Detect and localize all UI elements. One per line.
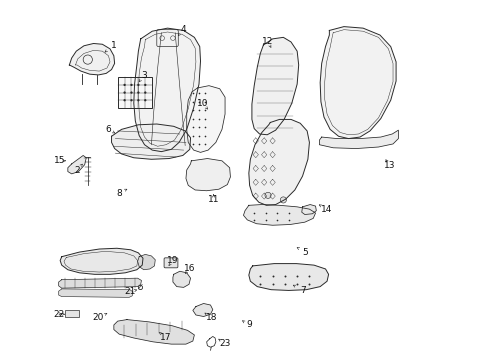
Polygon shape — [138, 255, 155, 270]
Polygon shape — [187, 86, 225, 152]
Polygon shape — [244, 204, 316, 225]
Text: 9: 9 — [246, 320, 252, 329]
Text: 15: 15 — [54, 156, 66, 165]
Circle shape — [144, 91, 147, 94]
Text: 19: 19 — [167, 256, 179, 265]
Circle shape — [130, 91, 133, 94]
Text: 7: 7 — [300, 286, 306, 295]
Polygon shape — [60, 248, 143, 274]
Polygon shape — [320, 27, 396, 139]
Polygon shape — [319, 130, 398, 149]
Text: 20: 20 — [93, 313, 104, 322]
Text: 16: 16 — [184, 265, 196, 274]
Text: 12: 12 — [262, 37, 274, 46]
Polygon shape — [68, 156, 86, 174]
Circle shape — [144, 84, 147, 86]
Text: 17: 17 — [159, 333, 171, 342]
Text: 18: 18 — [205, 313, 217, 322]
Text: 23: 23 — [220, 339, 231, 348]
Polygon shape — [252, 37, 299, 135]
Circle shape — [123, 91, 126, 94]
Text: 3: 3 — [142, 71, 147, 80]
Polygon shape — [114, 320, 195, 344]
Circle shape — [123, 84, 126, 86]
Text: 22: 22 — [53, 310, 64, 319]
Polygon shape — [59, 289, 133, 297]
Polygon shape — [70, 44, 115, 75]
Bar — [65, 310, 79, 317]
Circle shape — [123, 99, 126, 102]
Bar — [118, 77, 152, 108]
Text: 10: 10 — [197, 99, 209, 108]
Polygon shape — [186, 158, 230, 191]
Circle shape — [137, 99, 140, 102]
Text: 8: 8 — [116, 189, 122, 198]
Text: 11: 11 — [208, 195, 220, 204]
Polygon shape — [134, 28, 200, 152]
Text: 5: 5 — [303, 248, 309, 257]
Circle shape — [130, 84, 133, 86]
Text: 21: 21 — [124, 288, 136, 297]
Polygon shape — [249, 120, 309, 205]
Circle shape — [137, 84, 140, 86]
Polygon shape — [173, 271, 191, 287]
FancyBboxPatch shape — [164, 258, 178, 268]
Polygon shape — [249, 264, 329, 291]
Circle shape — [265, 192, 271, 198]
Text: 14: 14 — [320, 204, 332, 213]
Circle shape — [130, 99, 133, 102]
Circle shape — [137, 91, 140, 94]
Text: 2: 2 — [74, 166, 80, 175]
Polygon shape — [302, 204, 317, 215]
Text: 4: 4 — [181, 25, 187, 34]
Polygon shape — [112, 124, 191, 159]
Polygon shape — [59, 278, 142, 288]
Circle shape — [144, 99, 147, 102]
Text: 1: 1 — [111, 41, 117, 50]
Circle shape — [280, 197, 287, 203]
Polygon shape — [193, 303, 213, 316]
Text: 13: 13 — [384, 161, 396, 170]
Text: 6: 6 — [106, 125, 111, 134]
